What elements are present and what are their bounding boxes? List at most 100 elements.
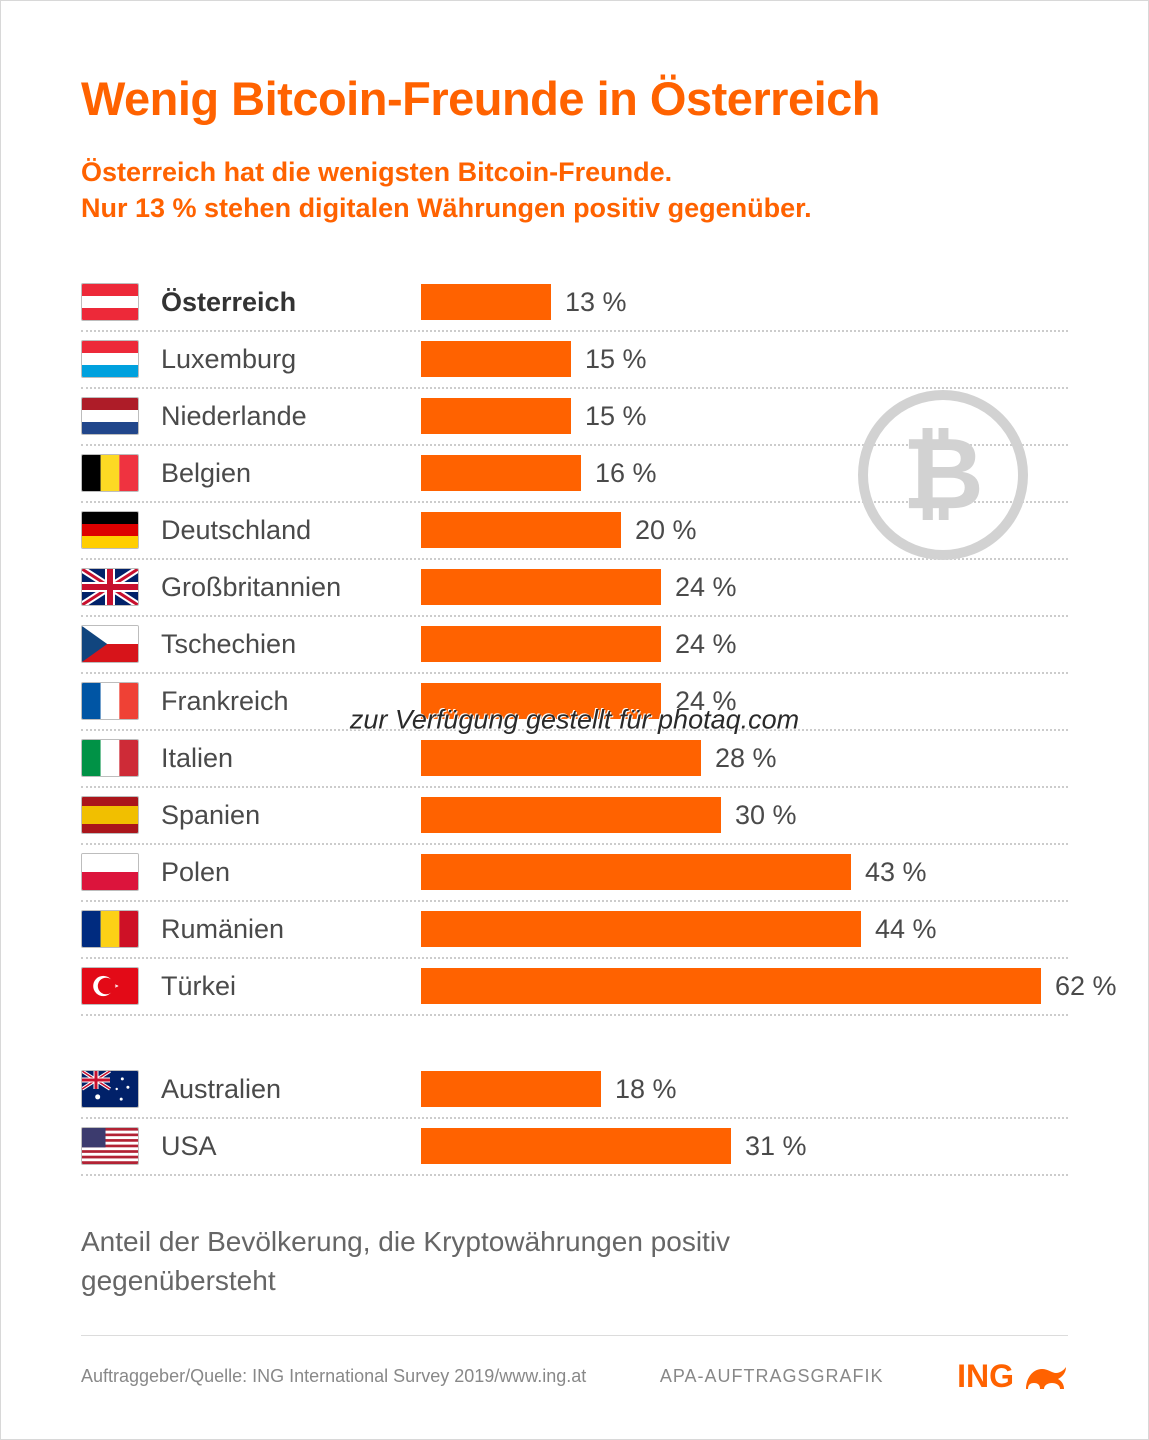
country-label: Türkei: [139, 971, 421, 1002]
bar: [421, 398, 571, 434]
value-label: 20 %: [621, 515, 697, 546]
bar-zone: 18 %: [421, 1071, 1068, 1107]
flag-icon: [81, 1070, 139, 1108]
chart-row: Polen 43 %: [81, 845, 1068, 902]
flag-icon: [81, 910, 139, 948]
country-label: Österreich: [139, 287, 421, 318]
chart-row: USA 31 %: [81, 1119, 1068, 1176]
bar-zone: 13 %: [421, 284, 1068, 320]
flag-icon: [81, 796, 139, 834]
bar-zone: 15 %: [421, 398, 1068, 434]
country-label: Rumänien: [139, 914, 421, 945]
caption-line-2: gegenübersteht: [81, 1265, 276, 1296]
bar: [421, 854, 851, 890]
flag-icon: [81, 739, 139, 777]
value-label: 15 %: [571, 401, 647, 432]
flag-icon: [81, 1127, 139, 1165]
bar-zone: 24 %: [421, 626, 1068, 662]
flag-icon: [81, 682, 139, 720]
value-label: 18 %: [601, 1074, 677, 1105]
flag-icon: [81, 511, 139, 549]
country-label: Großbritannien: [139, 572, 421, 603]
country-label: Australien: [139, 1074, 421, 1105]
bar: [421, 683, 661, 719]
subtitle-line-2: Nur 13 % stehen digitalen Währungen posi…: [81, 193, 812, 223]
country-label: Polen: [139, 857, 421, 888]
country-label: Niederlande: [139, 401, 421, 432]
bar-zone: 62 %: [421, 968, 1117, 1004]
flag-icon: [81, 340, 139, 378]
value-label: 24 %: [661, 629, 737, 660]
value-label: 30 %: [721, 800, 797, 831]
chart-row: Großbritannien 24 %: [81, 560, 1068, 617]
caption-line-1: Anteil der Bevölkerung, die Kryptowährun…: [81, 1226, 730, 1257]
bar-zone: 28 %: [421, 740, 1068, 776]
value-label: 15 %: [571, 344, 647, 375]
page-title: Wenig Bitcoin-Freunde in Österreich: [81, 71, 1068, 126]
value-label: 24 %: [661, 686, 737, 717]
country-label: Belgien: [139, 458, 421, 489]
chart-row: Rumänien 44 %: [81, 902, 1068, 959]
subtitle-line-1: Österreich hat die wenigsten Bitcoin-Fre…: [81, 157, 672, 187]
bar-zone: 16 %: [421, 455, 1068, 491]
chart-row: Tschechien 24 %: [81, 617, 1068, 674]
ing-lion-icon: [1022, 1361, 1068, 1393]
bar-zone: 20 %: [421, 512, 1068, 548]
flag-icon: [81, 625, 139, 663]
value-label: 44 %: [861, 914, 937, 945]
bar-zone: 15 %: [421, 341, 1068, 377]
footer: Auftraggeber/Quelle: ING International S…: [81, 1335, 1068, 1395]
country-label: Italien: [139, 743, 421, 774]
chart-row: Österreich 13 %: [81, 275, 1068, 332]
footer-source: Auftraggeber/Quelle: ING International S…: [81, 1366, 586, 1387]
bar: [421, 455, 581, 491]
bar: [421, 740, 701, 776]
bar-zone: 43 %: [421, 854, 1068, 890]
flag-icon: [81, 454, 139, 492]
bar: [421, 1071, 601, 1107]
flag-icon: [81, 397, 139, 435]
bar-zone: 44 %: [421, 911, 1068, 947]
bar-zone: 31 %: [421, 1128, 1068, 1164]
bar: [421, 911, 861, 947]
value-label: 13 %: [551, 287, 627, 318]
chart-row: Luxemburg 15 %: [81, 332, 1068, 389]
chart-row: Türkei62 %: [81, 959, 1068, 1016]
bar-zone: 24 %: [421, 683, 1068, 719]
bar: [421, 284, 551, 320]
flag-icon: [81, 568, 139, 606]
page-subtitle: Österreich hat die wenigsten Bitcoin-Fre…: [81, 154, 1068, 227]
chart-row: Spanien 30 %: [81, 788, 1068, 845]
bar: [421, 1128, 731, 1164]
ing-logo-text: ING: [957, 1358, 1014, 1395]
value-label: 43 %: [851, 857, 927, 888]
bar: [421, 968, 1041, 1004]
bar: [421, 512, 621, 548]
country-label: USA: [139, 1131, 421, 1162]
flag-icon: [81, 967, 139, 1005]
country-label: Deutschland: [139, 515, 421, 546]
bar: [421, 341, 571, 377]
value-label: 28 %: [701, 743, 777, 774]
flag-icon: [81, 283, 139, 321]
flag-icon: [81, 853, 139, 891]
bar-zone: 24 %: [421, 569, 1068, 605]
bar: [421, 797, 721, 833]
country-label: Luxemburg: [139, 344, 421, 375]
bar: [421, 569, 661, 605]
value-label: 62 %: [1041, 971, 1117, 1002]
country-label: Tschechien: [139, 629, 421, 660]
bar: [421, 626, 661, 662]
bar-zone: 30 %: [421, 797, 1068, 833]
chart-row: Australien 18 %: [81, 1062, 1068, 1119]
value-label: 24 %: [661, 572, 737, 603]
country-label: Spanien: [139, 800, 421, 831]
chart-row: Frankreich 24 %: [81, 674, 1068, 731]
value-label: 16 %: [581, 458, 657, 489]
ing-logo: ING: [957, 1358, 1068, 1395]
infographic-page: Wenig Bitcoin-Freunde in Österreich Öste…: [0, 0, 1149, 1440]
value-label: 31 %: [731, 1131, 807, 1162]
country-label: Frankreich: [139, 686, 421, 717]
bar-chart: Österreich 13 % Luxemburg 15 % Niederlande 15…: [81, 275, 1068, 1176]
footer-credit: APA-AUFTRAGSGRAFIK: [660, 1366, 884, 1387]
